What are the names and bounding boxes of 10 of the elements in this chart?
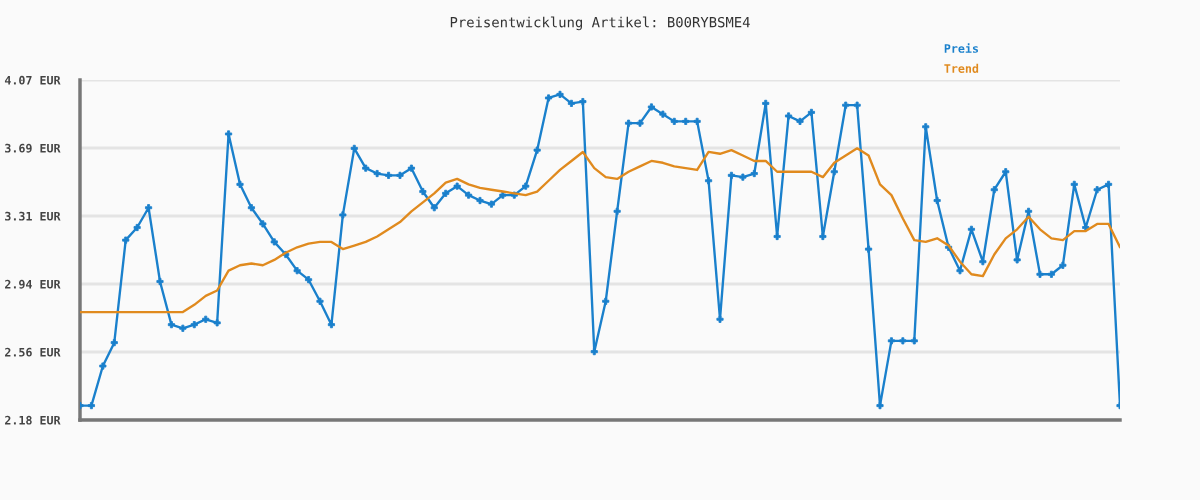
y-tick-label: 2.94 EUR bbox=[5, 279, 61, 289]
y-tick-label: 2.18 EUR bbox=[5, 415, 61, 425]
y-tick-label: 3.69 EUR bbox=[5, 143, 61, 153]
y-tick-label: 3.31 EUR bbox=[5, 211, 61, 221]
chart-title: Preisentwicklung Artikel: B00RYBSME4 bbox=[450, 16, 750, 31]
y-tick-label: 4.07 EUR bbox=[4, 75, 61, 85]
line-series bbox=[80, 147, 1120, 314]
text: Preis bbox=[944, 43, 979, 53]
text: Trend bbox=[944, 63, 979, 73]
y-tick-label: 2.56 EUR bbox=[5, 347, 61, 357]
